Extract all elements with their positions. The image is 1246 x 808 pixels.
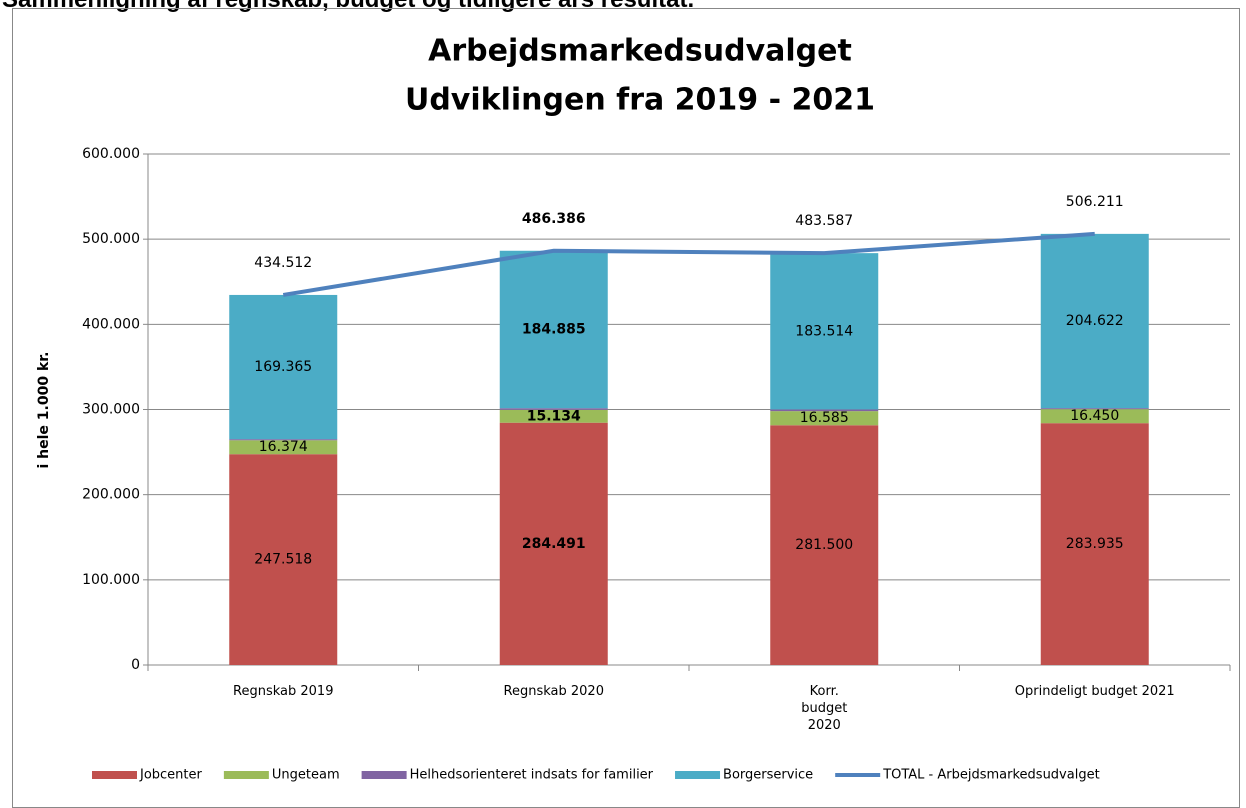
y-axis-label: i hele 1.000 kr. [36, 352, 52, 469]
bar-segment [499, 409, 608, 423]
bar-segment [229, 454, 338, 665]
y-tick-label: 200.000 [82, 487, 140, 503]
legend-label: TOTAL - Arbejdsmarkedsudvalget [882, 768, 1100, 783]
bar-segment [229, 440, 338, 455]
data-label: 486.386 [522, 211, 586, 227]
bar-segment [770, 425, 879, 665]
data-label: 483.587 [795, 213, 853, 229]
data-label: 204.622 [1066, 313, 1124, 329]
data-label: 16.450 [1070, 408, 1119, 424]
legend-swatch [92, 771, 137, 779]
data-label: 247.518 [254, 552, 312, 568]
x-tick-label: Regnskab 2020 [503, 684, 604, 699]
bar-segment [1040, 423, 1149, 665]
data-label: 284.491 [522, 536, 586, 552]
bar-segment [499, 250, 608, 409]
bar-segment [1040, 409, 1149, 424]
y-tick-label: 400.000 [82, 316, 140, 332]
data-label: 281.500 [795, 537, 853, 553]
total-line [282, 231, 1095, 297]
legend-swatch [675, 771, 721, 779]
x-tick-label: Oprindeligt budget 2021 [1014, 684, 1175, 699]
y-tick-label: 0 [131, 657, 140, 673]
data-label: 16.585 [800, 410, 849, 426]
bar-segment [1040, 408, 1149, 410]
data-label: 16.374 [259, 439, 308, 455]
data-label: 169.365 [254, 359, 312, 375]
y-tick-label: 300.000 [82, 402, 140, 418]
y-tick-label: 600.000 [82, 146, 140, 162]
legend-label: Borgerservice [723, 768, 813, 783]
legend-swatch [223, 771, 269, 779]
data-label: 506.211 [1066, 194, 1124, 210]
bar-segment [229, 294, 338, 440]
x-tick-label: Regnskab 2019 [233, 684, 334, 699]
legend-label: Helhedsorienteret indsats for familier [410, 768, 654, 783]
bar-segment [770, 411, 879, 426]
bar-segment [229, 439, 338, 441]
data-label: 434.512 [254, 255, 312, 271]
bar-segment [1040, 233, 1149, 409]
legend-swatch [361, 771, 407, 779]
legend-label: Ungeteam [272, 768, 340, 783]
bar-segment [499, 408, 608, 410]
y-tick-label: 100.000 [82, 572, 140, 588]
bar-segment [770, 409, 879, 412]
data-label: 183.514 [795, 323, 853, 339]
x-tick-label: Korr. budget 2020 [801, 684, 848, 733]
y-tick-label: 500.000 [82, 231, 140, 247]
data-label: 283.935 [1066, 536, 1124, 552]
data-label: 184.885 [522, 321, 586, 337]
legend-label: Jobcenter [139, 768, 203, 783]
bar-segment [499, 422, 608, 665]
chart-subtitle: Udviklingen fra 2019 - 2021 [405, 83, 875, 118]
page-heading: Sammenligning af regnskab, budget og tid… [2, 0, 694, 14]
bar-segment [770, 253, 879, 410]
data-label: 15.134 [527, 408, 581, 424]
chart-title: Arbejdsmarkedsudvalget [428, 34, 852, 69]
